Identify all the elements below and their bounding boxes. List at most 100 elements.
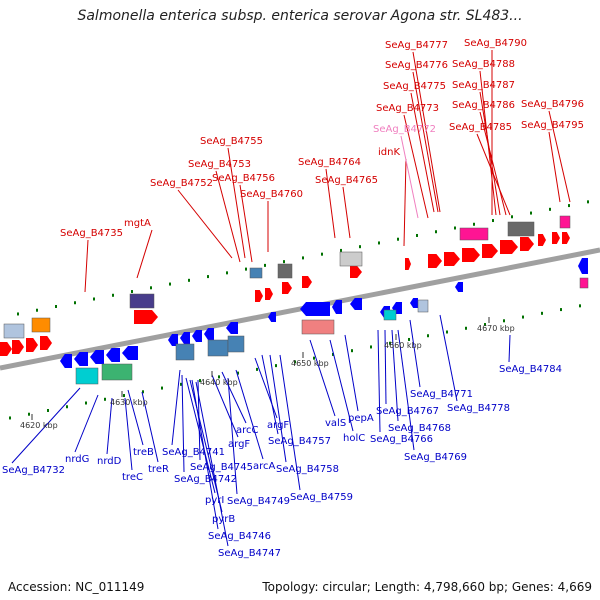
forward-gene-label: SeAg_B4756 xyxy=(212,173,275,184)
ruler-label: 4660 kbp xyxy=(384,341,422,350)
gene-block xyxy=(459,227,489,241)
gene-block xyxy=(559,215,571,229)
forward-gene xyxy=(265,288,273,300)
gene-block xyxy=(277,263,293,279)
reverse-gene-label: treC xyxy=(122,472,143,483)
forward-gene xyxy=(482,244,498,258)
reverse-gene-label: treB xyxy=(133,447,154,458)
forward-gene-label: SeAg_B4760 xyxy=(240,189,303,200)
forward-gene xyxy=(12,340,24,354)
forward-gene-label: SeAg_B4788 xyxy=(452,59,515,70)
leader-line xyxy=(136,229,153,279)
forward-gene xyxy=(520,237,534,251)
forward-gene-label: SeAg_B4786 xyxy=(452,100,515,111)
leader-line xyxy=(84,239,89,293)
forward-gene-label: SeAg_B4776 xyxy=(385,60,448,71)
gene-block xyxy=(207,339,229,357)
reverse-gene xyxy=(300,302,330,316)
gene-block xyxy=(31,317,51,333)
forward-gene-label: SeAg_B4755 xyxy=(200,136,263,147)
leader-line xyxy=(197,379,201,461)
reverse-gene-label: SeAg_B4746 xyxy=(208,531,271,542)
leader-line xyxy=(410,92,435,213)
forward-gene-label: SeAg_B4764 xyxy=(298,157,361,168)
gene-features xyxy=(0,215,589,385)
leader-line xyxy=(124,397,133,471)
reverse-gene xyxy=(180,332,190,344)
forward-gene xyxy=(562,232,570,244)
ruler-label: 4670 kbp xyxy=(477,324,515,333)
ruler-label: 4620 kbp xyxy=(20,421,58,430)
forward-gene xyxy=(500,240,518,254)
leader-line xyxy=(384,329,387,405)
reverse-gene xyxy=(90,350,104,364)
leader-line xyxy=(269,354,287,463)
reverse-gene-label: SeAg_B4741 xyxy=(162,447,225,458)
reverse-gene xyxy=(578,258,588,274)
leader-line xyxy=(106,397,113,455)
tick-marks xyxy=(9,200,589,420)
reverse-gene xyxy=(332,300,342,314)
leader-line xyxy=(171,369,181,446)
leader-line xyxy=(329,339,354,432)
reverse-gene-label: nrdD xyxy=(97,456,122,467)
forward-gene-label: SeAg_B4775 xyxy=(383,81,446,92)
forward-gene xyxy=(538,234,546,246)
gene-block xyxy=(507,221,535,237)
forward-gene-label: SeAg_B4785 xyxy=(449,122,512,133)
reverse-gene-label: SeAg_B4732 xyxy=(2,465,65,476)
forward-gene xyxy=(428,254,442,268)
leader-line xyxy=(141,391,159,463)
reverse-gene xyxy=(168,334,178,346)
forward-gene xyxy=(350,266,362,278)
forward-gene xyxy=(462,248,480,262)
forward-gene-label: SeAg_B4773 xyxy=(376,103,439,114)
leader-line xyxy=(127,389,144,446)
reverse-gene xyxy=(192,330,202,342)
leader-line xyxy=(185,377,216,494)
reverse-gene-label: argF xyxy=(228,439,250,450)
ruler-label: 4640 kbp xyxy=(200,378,238,387)
reverse-gene xyxy=(60,354,72,368)
ruler-label: 4650 kbp xyxy=(291,359,329,368)
forward-gene-label: SeAg_B4752 xyxy=(150,178,213,189)
leader-line xyxy=(412,71,439,213)
leader-line xyxy=(227,147,246,259)
leader-line xyxy=(479,111,507,216)
leader-line xyxy=(439,314,458,402)
leader-line xyxy=(479,70,497,216)
gene-block xyxy=(579,277,589,289)
position-ruler: 4620 kbp 4630 kbp 4640 kbp 4650 kbp 4660 kbp… xyxy=(20,317,515,430)
map-title: Salmonella enterica subsp. enterica sero… xyxy=(77,8,523,24)
reverse-gene-label: holC xyxy=(343,433,365,444)
forward-gene xyxy=(405,258,411,270)
forward-gene xyxy=(282,282,292,294)
gene-block xyxy=(75,367,99,385)
gene-block xyxy=(417,299,429,313)
leader-line xyxy=(221,371,247,424)
leader-line xyxy=(400,135,419,219)
leader-line xyxy=(344,334,359,412)
reverse-gene xyxy=(122,346,138,360)
reverse-gene-label: SeAg_B4769 xyxy=(404,452,467,463)
reverse-gene-label: SeAg_B4784 xyxy=(499,364,562,375)
leader-line xyxy=(342,186,351,239)
leader-line xyxy=(235,369,264,460)
forward-gene-label: SeAg_B4777 xyxy=(385,40,448,51)
forward-gene-label: SeAg_B4772 xyxy=(373,124,436,135)
forward-gene xyxy=(26,338,38,352)
reverse-gene xyxy=(350,298,362,310)
forward-gene-label: SeAg_B4753 xyxy=(188,159,251,170)
forward-gene xyxy=(134,310,158,324)
ruler-label: 4630 kbp xyxy=(110,398,148,407)
reverse-gene xyxy=(268,312,276,322)
forward-gene xyxy=(444,252,460,266)
leader-line xyxy=(548,131,561,203)
forward-gene-label: SeAg_B4790 xyxy=(464,38,527,49)
gene-block xyxy=(175,343,195,361)
reverse-gene-label: argF xyxy=(267,420,289,431)
forward-gene xyxy=(0,342,12,356)
reverse-gene xyxy=(455,282,463,292)
leader-line xyxy=(391,329,399,422)
